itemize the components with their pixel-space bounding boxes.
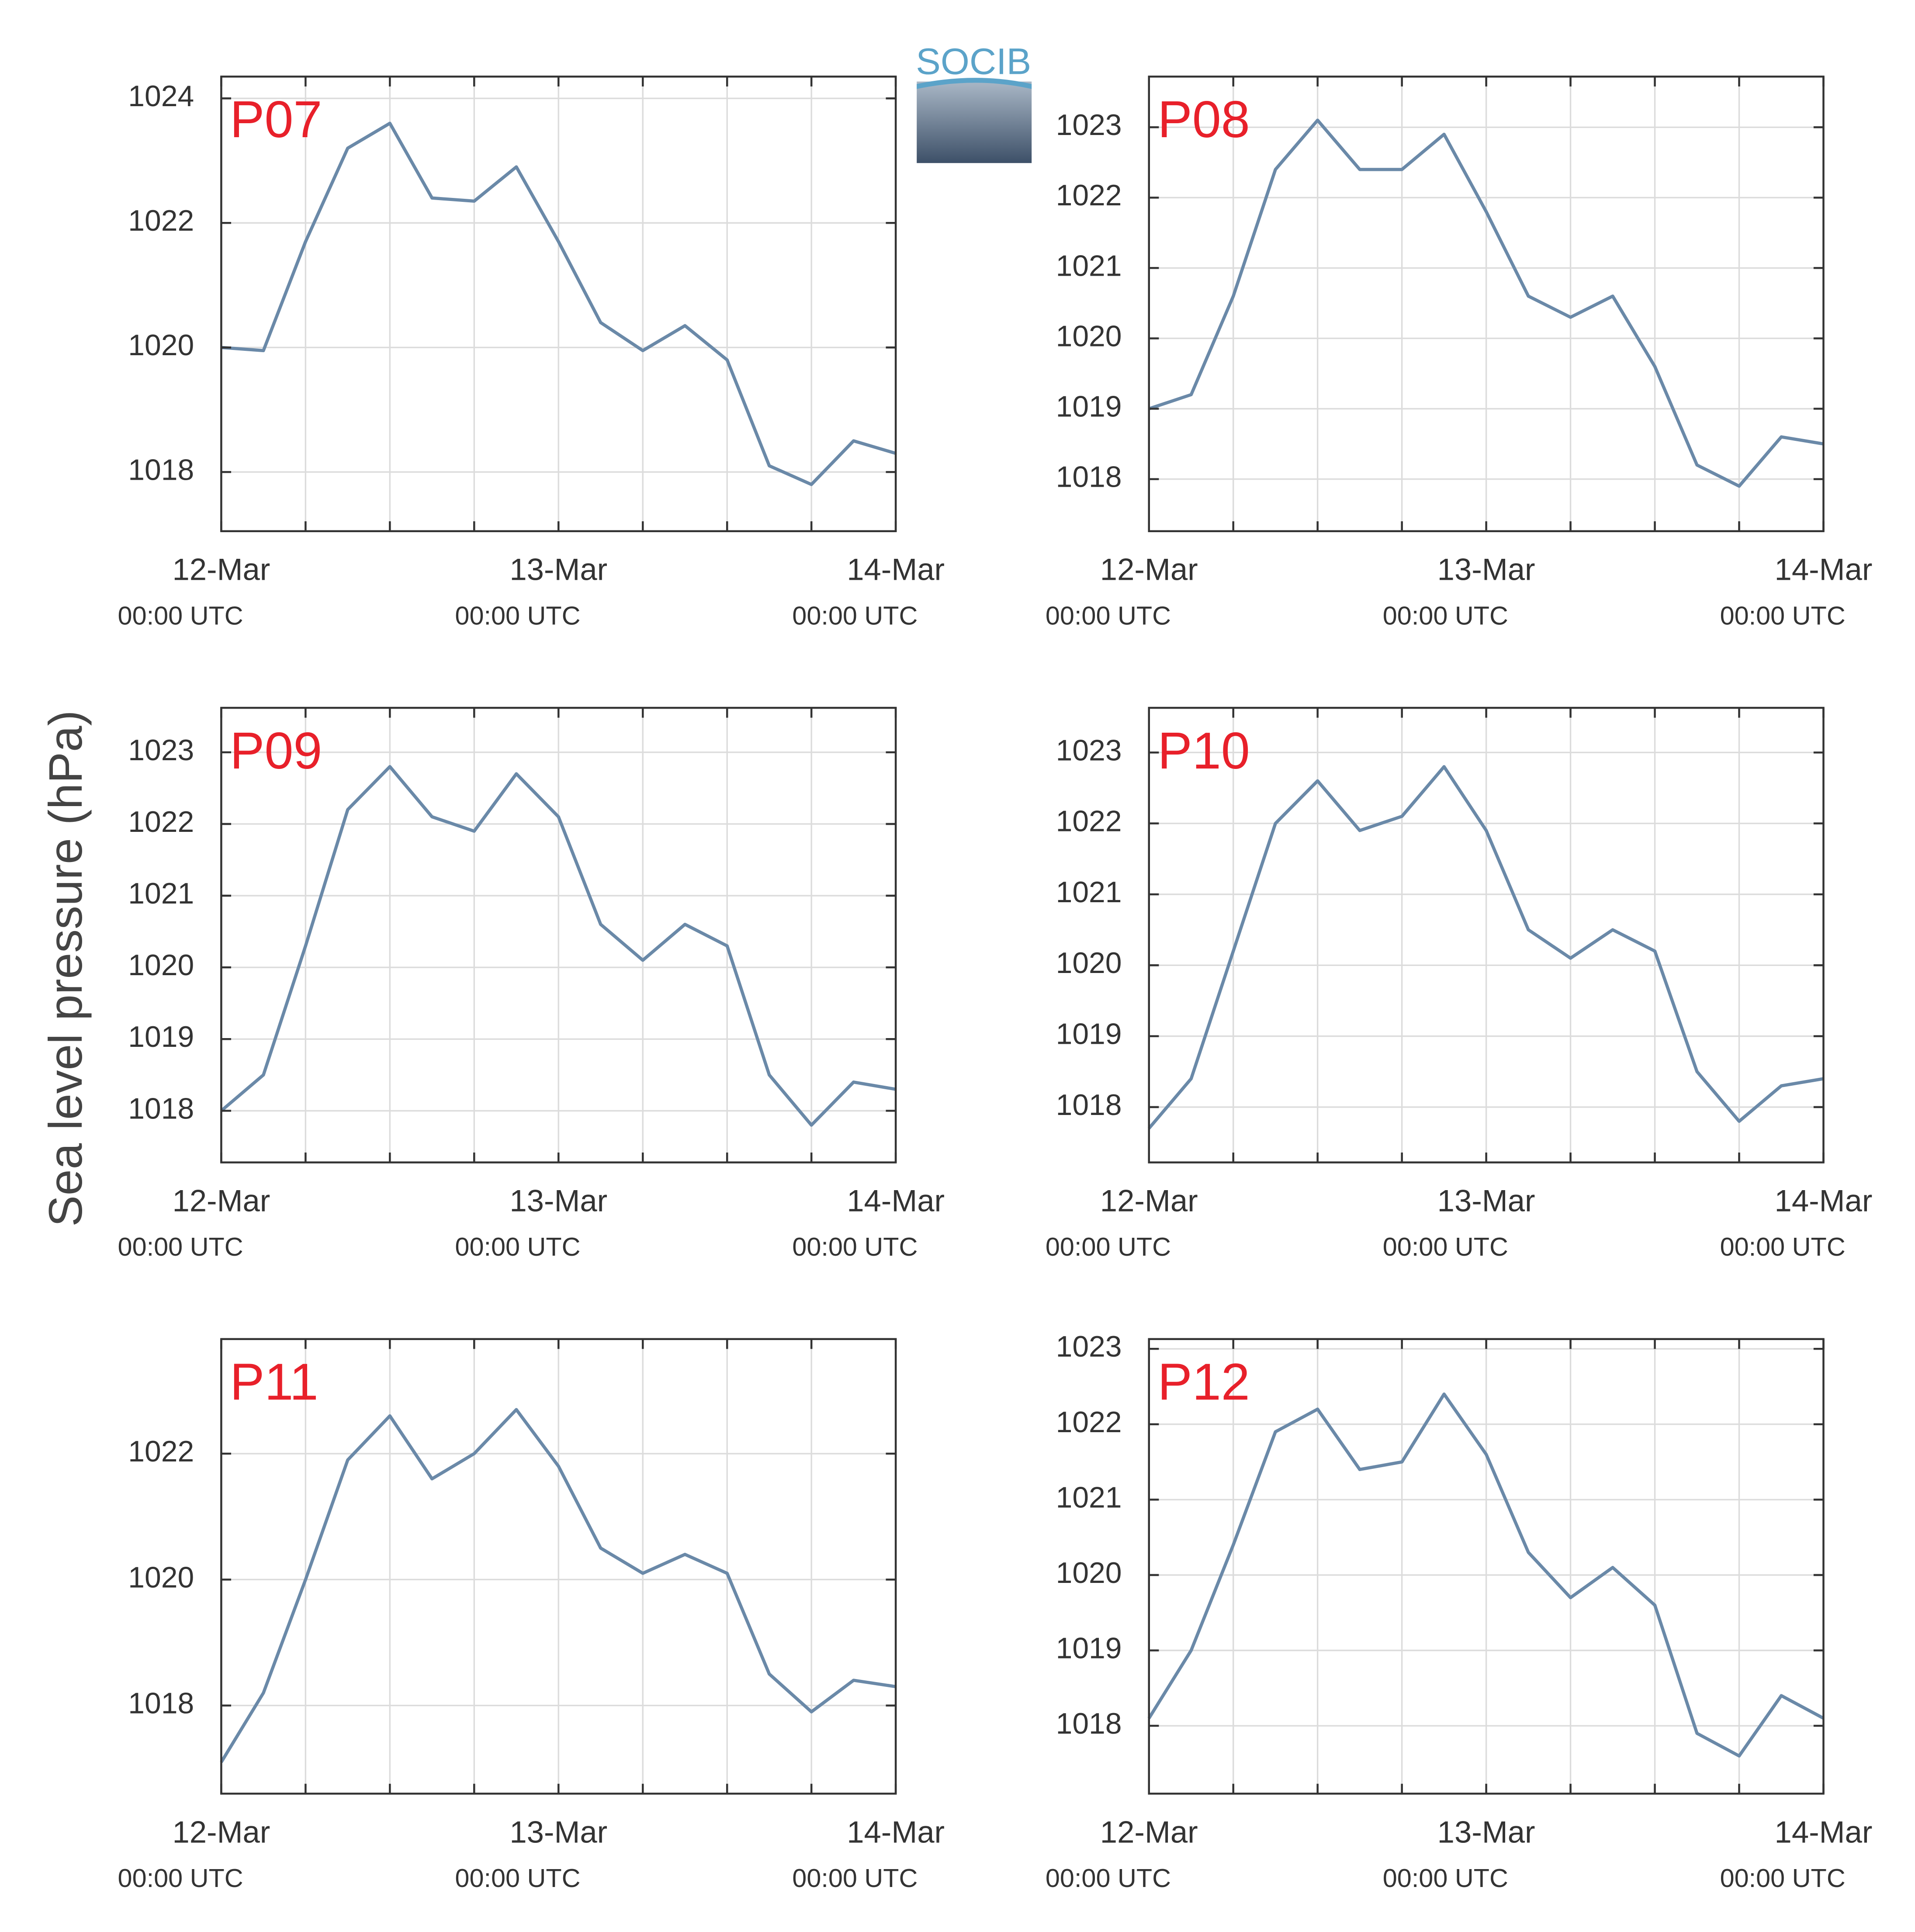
logo-text: SOCIB xyxy=(916,40,1031,82)
y-tick-label: 1018 xyxy=(1056,461,1122,494)
y-tick-label: 1020 xyxy=(128,329,194,362)
data-line xyxy=(220,1408,896,1763)
x-tick-sublabel: 00:00 UTC xyxy=(1383,601,1508,630)
y-tick-label: 1020 xyxy=(1056,1557,1122,1589)
x-tick-label: 13-Mar xyxy=(509,1814,607,1849)
y-tick-label: 1020 xyxy=(128,949,194,982)
y-tick-label: 1022 xyxy=(1056,1406,1122,1439)
y-tick-label: 1021 xyxy=(1056,249,1122,282)
x-tick-sublabel: 00:00 UTC xyxy=(1720,1232,1846,1261)
logo-block xyxy=(917,81,1032,163)
x-tick-sublabel: 00:00 UTC xyxy=(118,1863,243,1893)
x-tick-label: 12-Mar xyxy=(1100,1184,1198,1218)
panel-title: P07 xyxy=(230,91,322,149)
logo: SOCIB xyxy=(916,40,1032,163)
x-tick-label: 13-Mar xyxy=(509,1184,607,1218)
data-line xyxy=(221,121,897,486)
y-tick-label: 1018 xyxy=(128,1092,194,1125)
x-tick-label: 13-Mar xyxy=(1437,1814,1535,1849)
y-tick-label: 1022 xyxy=(1056,179,1122,212)
x-tick-label: 14-Mar xyxy=(1775,1184,1873,1218)
panel: 1018 1020 1022 12-Mar 00:00 UTC 13-Mar 00:00 U… xyxy=(118,1338,945,1893)
data-line xyxy=(1147,765,1824,1130)
y-tick-label: 1018 xyxy=(1056,1089,1122,1122)
x-tick-sublabel: 00:00 UTC xyxy=(1383,1232,1508,1261)
y-tick-label: 1023 xyxy=(128,734,194,767)
x-tick-sublabel: 00:00 UTC xyxy=(455,1863,580,1893)
y-tick-label: 1023 xyxy=(1056,1330,1122,1363)
x-tick-label: 14-Mar xyxy=(847,552,945,587)
x-tick-label: 12-Mar xyxy=(1100,1814,1198,1849)
x-tick-sublabel: 00:00 UTC xyxy=(118,601,243,630)
logo-wave xyxy=(917,78,1032,89)
x-tick-sublabel: 00:00 UTC xyxy=(1046,601,1171,630)
y-tick-label: 1019 xyxy=(1056,390,1122,423)
y-tick-label: 1024 xyxy=(128,80,194,113)
x-tick-sublabel: 00:00 UTC xyxy=(792,1863,918,1893)
panel: 1018 1019 1020 1021 1022 1023 12-Mar 00:00 UTC 1… xyxy=(1046,1330,1872,1893)
y-tick-label: 1021 xyxy=(1056,876,1122,909)
data-line xyxy=(1148,118,1824,488)
panel: 1018 1019 1020 1021 1022 1023 12-Mar 00:00 UTC 1… xyxy=(118,706,945,1261)
x-tick-label: 12-Mar xyxy=(1100,552,1198,587)
y-tick-label: 1021 xyxy=(128,877,194,910)
y-tick-label: 1019 xyxy=(1056,1018,1122,1051)
x-tick-label: 14-Mar xyxy=(847,1184,945,1218)
y-tick-label: 1018 xyxy=(128,1687,194,1720)
x-tick-sublabel: 00:00 UTC xyxy=(1383,1863,1508,1893)
y-tick-label: 1023 xyxy=(1056,734,1122,767)
y-tick-label: 1022 xyxy=(1056,805,1122,838)
x-tick-sublabel: 00:00 UTC xyxy=(118,1232,243,1261)
data-line xyxy=(1147,1392,1825,1758)
x-tick-sublabel: 00:00 UTC xyxy=(1046,1232,1171,1261)
x-tick-label: 13-Mar xyxy=(509,552,607,587)
y-tick-label: 1018 xyxy=(128,454,194,486)
panel: 1018 1020 1022 1024 12-Mar 00:00 UTC 13-Mar 00:… xyxy=(118,76,945,630)
x-tick-label: 13-Mar xyxy=(1437,552,1535,587)
panel-title: P10 xyxy=(1158,722,1250,780)
y-tick-label: 1022 xyxy=(128,806,194,838)
panel: 1018 1019 1020 1021 1022 1023 12-Mar 00:00 UTC 1… xyxy=(1046,706,1873,1261)
x-tick-sublabel: 00:00 UTC xyxy=(455,601,580,630)
y-tick-label: 1023 xyxy=(1056,109,1122,142)
x-tick-sublabel: 00:00 UTC xyxy=(792,1232,918,1261)
y-tick-label: 1022 xyxy=(128,1435,194,1468)
panel-title: P12 xyxy=(1158,1354,1250,1411)
panel: 1018 1019 1020 1021 1022 1023 12-Mar 00:00 UTC 1… xyxy=(1046,76,1872,630)
panel-title: P09 xyxy=(230,722,322,780)
y-tick-label: 1022 xyxy=(128,204,194,237)
y-tick-label: 1019 xyxy=(128,1021,194,1053)
x-tick-sublabel: 00:00 UTC xyxy=(792,601,918,630)
x-tick-sublabel: 00:00 UTC xyxy=(1720,601,1846,630)
y-axis-label: Sea level pressure (hPa) xyxy=(39,710,92,1227)
x-tick-sublabel: 00:00 UTC xyxy=(1046,1863,1171,1893)
x-tick-label: 14-Mar xyxy=(1775,1814,1873,1849)
panel-title: P08 xyxy=(1158,91,1250,149)
data-line xyxy=(220,765,896,1127)
x-tick-sublabel: 00:00 UTC xyxy=(455,1232,580,1261)
x-tick-label: 12-Mar xyxy=(172,1184,270,1218)
x-tick-label: 13-Mar xyxy=(1437,1184,1535,1218)
x-tick-sublabel: 00:00 UTC xyxy=(1720,1863,1846,1893)
y-tick-label: 1018 xyxy=(1056,1707,1122,1740)
y-tick-label: 1020 xyxy=(128,1561,194,1594)
panel-title: P11 xyxy=(230,1354,318,1411)
x-tick-label: 14-Mar xyxy=(1775,552,1873,587)
y-tick-label: 1020 xyxy=(1056,947,1122,980)
y-tick-label: 1019 xyxy=(1056,1632,1122,1665)
x-tick-label: 12-Mar xyxy=(172,552,270,587)
x-tick-label: 14-Mar xyxy=(847,1814,945,1849)
y-tick-label: 1020 xyxy=(1056,320,1122,353)
x-tick-label: 12-Mar xyxy=(172,1814,270,1849)
y-tick-label: 1021 xyxy=(1056,1481,1122,1514)
